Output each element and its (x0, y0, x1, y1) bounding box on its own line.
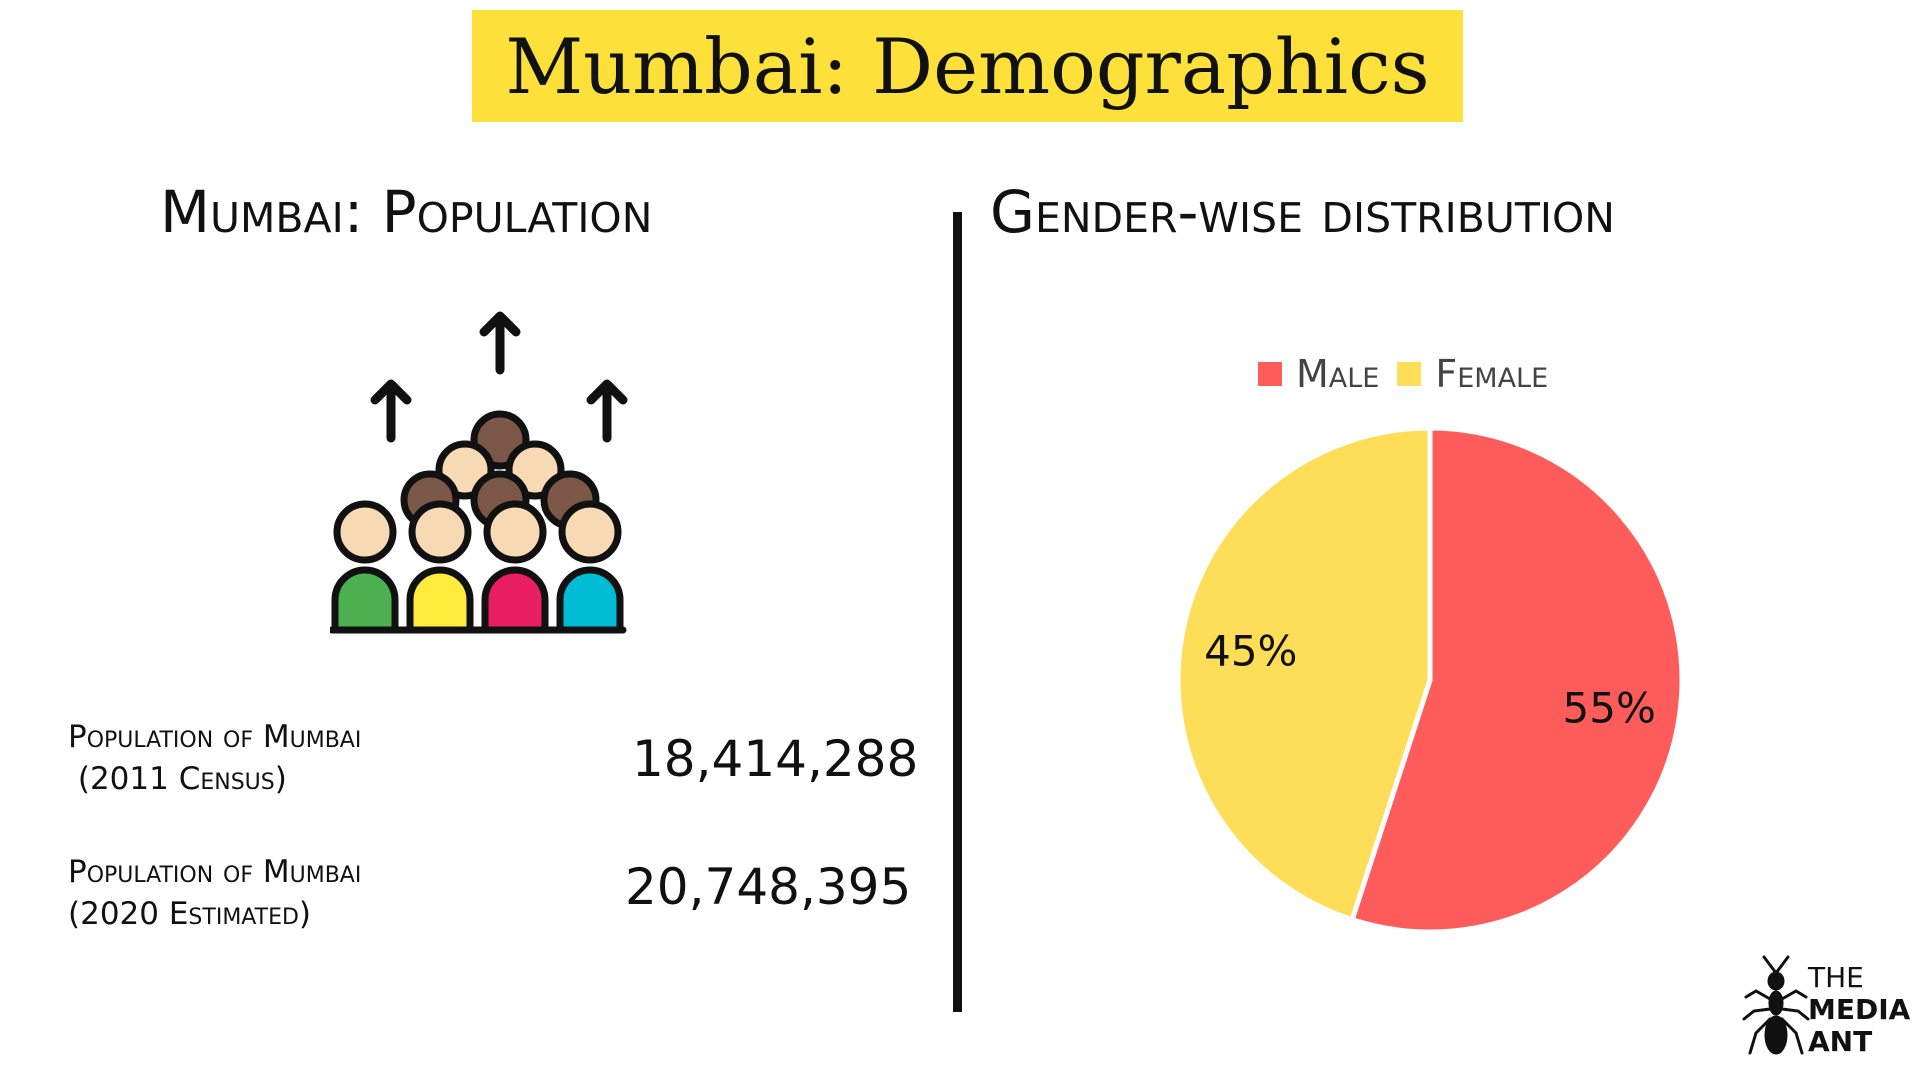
gender-pie-chart: 55% 45% (1175, 425, 1685, 935)
crowd-growth-icon (330, 311, 628, 634)
pie-slice-female (1175, 425, 1433, 923)
stat-2020-label-line1: Population of Mumbai (68, 854, 362, 890)
legend-label-male: Male (1296, 352, 1380, 396)
legend-swatch-female (1397, 362, 1422, 386)
stat-2011-label: Population of Mumbai (2011 Census) (68, 716, 361, 800)
pie-label-male: 55% (1563, 683, 1656, 732)
stat-2020-label-line2: (2020 Estimated) (68, 896, 312, 932)
stat-2011-label-line2: (2011 Census) (68, 761, 287, 797)
legend-item-male: Male (1258, 352, 1379, 396)
pie-legend: Male Female (1258, 352, 1566, 396)
media-ant-logo-icon (1742, 955, 1810, 1055)
stat-2020-label: Population of Mumbai (2020 Estimated) (68, 851, 361, 935)
population-section-title: Mumbai: Population (160, 178, 653, 246)
legend-item-female: Female (1397, 352, 1548, 396)
stat-2011-label-line1: Population of Mumbai (68, 719, 362, 755)
logo-line-ant: ANT (1808, 1025, 1873, 1058)
legend-label-female: Female (1435, 352, 1549, 396)
pie-label-female: 45% (1204, 627, 1297, 676)
stat-2020-value: 20,748,395 (625, 858, 912, 916)
gender-section-title: Gender-wise distribution (990, 178, 1615, 246)
page-title: Mumbai: Demographics (505, 21, 1430, 111)
media-ant-logo-text: THE MEDIA ANT (1808, 962, 1910, 1058)
pie-slice-male (1348, 425, 1685, 935)
logo-line-the: THE (1808, 961, 1864, 994)
logo-line-media: MEDIA (1808, 993, 1911, 1026)
stat-2011-value: 18,414,288 (632, 730, 919, 788)
section-divider (953, 212, 962, 1012)
header-banner: Mumbai: Demographics (472, 10, 1463, 122)
legend-swatch-male (1258, 362, 1282, 386)
